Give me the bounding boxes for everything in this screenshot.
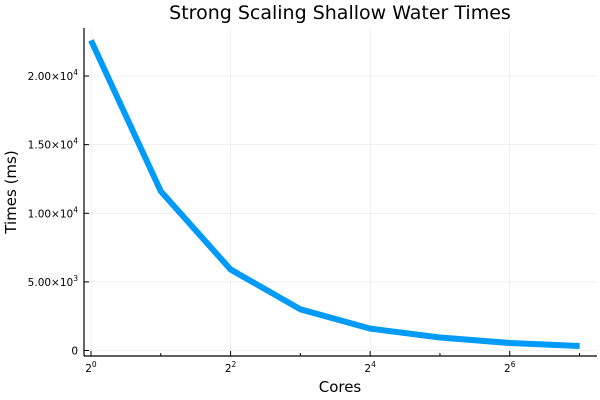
- chart-title: Strong Scaling Shallow Water Times: [169, 2, 511, 24]
- y-tick-exponent: 4: [73, 68, 78, 77]
- y-tick-mantissa: 1.00×10: [28, 208, 74, 220]
- x-tick-label: 20: [85, 360, 97, 375]
- x-tick-label: 24: [364, 360, 376, 375]
- tick-layer: 20 22 24 2605.00×1031.00×1041.50×1042.00×10…: [28, 68, 581, 375]
- y-tick-mantissa: 1.50×10: [28, 140, 74, 152]
- y-tick-mantissa: 2.00×10: [28, 71, 74, 83]
- y-tick-exponent: 4: [73, 205, 78, 214]
- x-tick-base: 2: [225, 363, 232, 375]
- x-tick-exponent: 6: [511, 360, 516, 369]
- y-tick-label: 0: [71, 346, 78, 358]
- y-axis-label: Times (ms): [2, 150, 20, 234]
- grid-layer: [84, 28, 597, 356]
- series-layer: [88, 39, 580, 349]
- y-tick-mantissa: 5.00×10: [28, 277, 74, 289]
- x-tick-label: 22: [225, 360, 237, 375]
- x-tick-exponent: 0: [92, 360, 97, 369]
- y-tick-label: 1.00×104: [28, 205, 79, 220]
- y-tick-label: 2.00×104: [28, 68, 79, 83]
- x-tick-base: 2: [364, 363, 371, 375]
- axes-layer: [83, 28, 597, 357]
- x-tick-base: 2: [504, 363, 511, 375]
- x-axis-label: Cores: [319, 378, 362, 396]
- x-tick-label: 26: [504, 360, 516, 375]
- x-tick-exponent: 4: [371, 360, 376, 369]
- y-tick-exponent: 4: [73, 137, 78, 146]
- x-tick-exponent: 2: [232, 360, 237, 369]
- x-tick-base: 2: [85, 363, 92, 375]
- y-tick-exponent: 3: [73, 274, 78, 283]
- y-tick-label: 5.00×103: [28, 274, 79, 289]
- series-line: [88, 39, 580, 349]
- y-tick-label: 1.50×104: [28, 137, 79, 152]
